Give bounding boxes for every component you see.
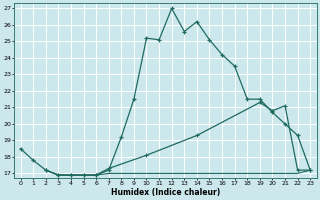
X-axis label: Humidex (Indice chaleur): Humidex (Indice chaleur) [111, 188, 220, 197]
